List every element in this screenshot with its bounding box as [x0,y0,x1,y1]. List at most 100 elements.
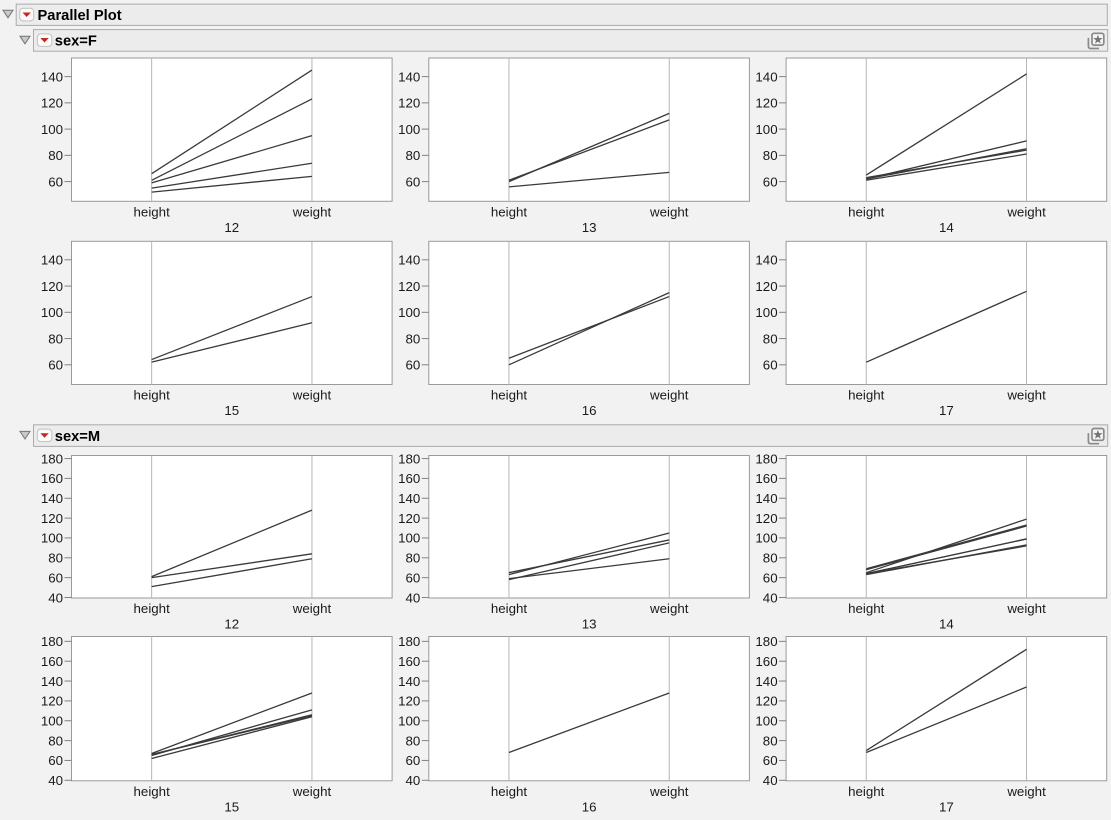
svg-text:15: 15 [224,403,239,418]
svg-text:160: 160 [41,654,63,669]
svg-text:120: 120 [41,511,63,526]
svg-text:height: height [134,204,171,219]
svg-text:40: 40 [763,773,778,788]
svg-text:80: 80 [48,733,63,748]
svg-text:weight: weight [292,601,332,616]
svg-text:height: height [491,784,528,799]
svg-text:120: 120 [398,511,420,526]
svg-text:17: 17 [939,403,954,418]
svg-text:80: 80 [763,331,778,346]
svg-text:100: 100 [41,122,63,137]
svg-text:sex=M: sex=M [55,429,100,445]
svg-text:weight: weight [649,601,689,616]
svg-text:Parallel Plot: Parallel Plot [38,8,122,24]
svg-text:120: 120 [398,96,420,111]
svg-text:140: 140 [398,69,420,84]
svg-text:100: 100 [755,531,777,546]
svg-text:80: 80 [763,551,778,566]
svg-text:140: 140 [398,674,420,689]
svg-text:120: 120 [755,511,777,526]
svg-text:sex=F: sex=F [55,34,97,50]
svg-text:80: 80 [763,148,778,163]
svg-text:60: 60 [763,174,778,189]
svg-text:80: 80 [48,331,63,346]
svg-text:140: 140 [41,674,63,689]
svg-text:120: 120 [41,96,63,111]
svg-text:weight: weight [649,204,689,219]
svg-text:160: 160 [755,654,777,669]
svg-text:60: 60 [48,570,63,585]
svg-text:height: height [134,601,171,616]
svg-text:height: height [491,388,528,403]
svg-text:12: 12 [224,220,239,235]
svg-text:40: 40 [48,590,63,605]
svg-text:40: 40 [406,773,421,788]
svg-text:100: 100 [755,305,777,320]
svg-text:180: 180 [41,634,63,649]
svg-text:weight: weight [292,388,332,403]
svg-text:140: 140 [41,69,63,84]
svg-text:120: 120 [398,279,420,294]
svg-text:140: 140 [398,253,420,268]
svg-text:height: height [848,204,885,219]
svg-text:120: 120 [755,96,777,111]
svg-text:weight: weight [649,784,689,799]
svg-text:120: 120 [755,694,777,709]
svg-text:120: 120 [755,279,777,294]
svg-text:60: 60 [406,570,421,585]
svg-text:140: 140 [755,253,777,268]
svg-text:60: 60 [48,753,63,768]
svg-text:height: height [848,784,885,799]
svg-text:80: 80 [48,148,63,163]
svg-text:16: 16 [582,403,597,418]
svg-text:120: 120 [398,694,420,709]
svg-text:40: 40 [763,590,778,605]
svg-text:100: 100 [755,714,777,729]
svg-text:140: 140 [755,69,777,84]
svg-text:60: 60 [48,358,63,373]
svg-text:120: 120 [41,694,63,709]
svg-text:weight: weight [1006,601,1046,616]
svg-text:80: 80 [406,331,421,346]
svg-text:weight: weight [1006,388,1046,403]
svg-text:weight: weight [292,204,332,219]
svg-text:180: 180 [41,451,63,466]
svg-text:15: 15 [224,799,239,814]
svg-text:14: 14 [939,617,954,632]
svg-text:40: 40 [406,590,421,605]
svg-text:height: height [491,601,528,616]
svg-text:16: 16 [582,799,597,814]
svg-text:180: 180 [755,451,777,466]
svg-text:17: 17 [939,799,954,814]
svg-text:100: 100 [755,122,777,137]
svg-text:height: height [134,388,171,403]
svg-text:140: 140 [755,491,777,506]
svg-text:140: 140 [398,491,420,506]
svg-text:height: height [134,784,171,799]
svg-text:weight: weight [1006,784,1046,799]
svg-text:180: 180 [398,634,420,649]
svg-text:140: 140 [755,674,777,689]
svg-text:80: 80 [48,551,63,566]
svg-text:160: 160 [398,471,420,486]
svg-text:120: 120 [41,279,63,294]
svg-text:80: 80 [406,148,421,163]
svg-text:height: height [848,601,885,616]
svg-text:weight: weight [292,784,332,799]
svg-text:140: 140 [41,491,63,506]
svg-text:60: 60 [48,174,63,189]
svg-text:160: 160 [755,471,777,486]
svg-text:13: 13 [582,617,597,632]
svg-text:160: 160 [398,654,420,669]
svg-text:60: 60 [763,753,778,768]
svg-text:60: 60 [406,753,421,768]
svg-text:100: 100 [398,714,420,729]
svg-text:60: 60 [763,358,778,373]
svg-text:60: 60 [763,570,778,585]
svg-text:80: 80 [763,733,778,748]
svg-text:40: 40 [48,773,63,788]
svg-text:100: 100 [41,714,63,729]
svg-text:height: height [491,204,528,219]
svg-text:60: 60 [406,358,421,373]
svg-text:80: 80 [406,733,421,748]
